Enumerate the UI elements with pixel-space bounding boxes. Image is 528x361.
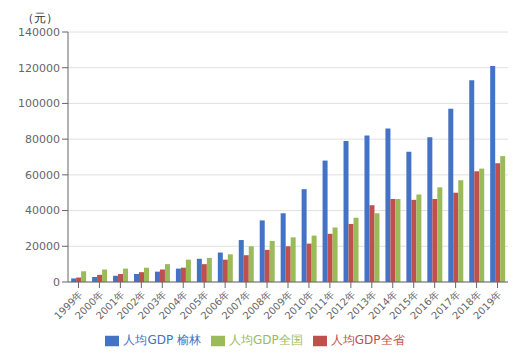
svg-text:80000: 80000 — [25, 133, 60, 146]
svg-text:60000: 60000 — [25, 169, 60, 182]
svg-text:2001年: 2001年 — [94, 288, 127, 322]
svg-text:140000: 140000 — [18, 26, 60, 39]
svg-text:（元）: （元） — [22, 11, 58, 25]
svg-text:2000年: 2000年 — [73, 288, 106, 322]
svg-text:40000: 40000 — [25, 204, 60, 217]
svg-text:2013年: 2013年 — [345, 288, 379, 322]
svg-text:2014年: 2014年 — [366, 288, 400, 322]
svg-text:2019年: 2019年 — [471, 289, 504, 322]
svg-text:100000: 100000 — [18, 97, 60, 110]
svg-text:1999年: 1999年 — [52, 288, 85, 322]
svg-text:2015年: 2015年 — [387, 288, 421, 322]
svg-text:0: 0 — [53, 276, 60, 289]
svg-text:20000: 20000 — [25, 240, 60, 253]
svg-text:2016年: 2016年 — [408, 288, 442, 322]
svg-text:2002年: 2002年 — [114, 288, 148, 322]
svg-text:2003年: 2003年 — [135, 288, 169, 322]
svg-text:2012年: 2012年 — [324, 288, 358, 322]
svg-text:2010年: 2010年 — [282, 288, 316, 322]
html-text:人均GDP全省: 人均GDP全省 — [330, 333, 405, 347]
svg-text:2011年: 2011年 — [303, 288, 337, 322]
html-text:人均GDP全国: 人均GDP全国 — [229, 333, 303, 347]
svg-text:120000: 120000 — [18, 62, 60, 75]
svg-text:2008年: 2008年 — [240, 288, 274, 322]
svg-text:2018年: 2018年 — [450, 288, 483, 322]
svg-text:2017年: 2017年 — [429, 288, 463, 322]
svg-text:2009年: 2009年 — [261, 288, 295, 322]
svg-text:2006年: 2006年 — [198, 288, 232, 322]
svg-text:2004年: 2004年 — [156, 288, 190, 322]
svg-text:2005年: 2005年 — [177, 288, 211, 322]
html-text:人均GDP 榆林: 人均GDP 榆林 — [123, 333, 201, 347]
svg-text:2007年: 2007年 — [219, 288, 253, 322]
